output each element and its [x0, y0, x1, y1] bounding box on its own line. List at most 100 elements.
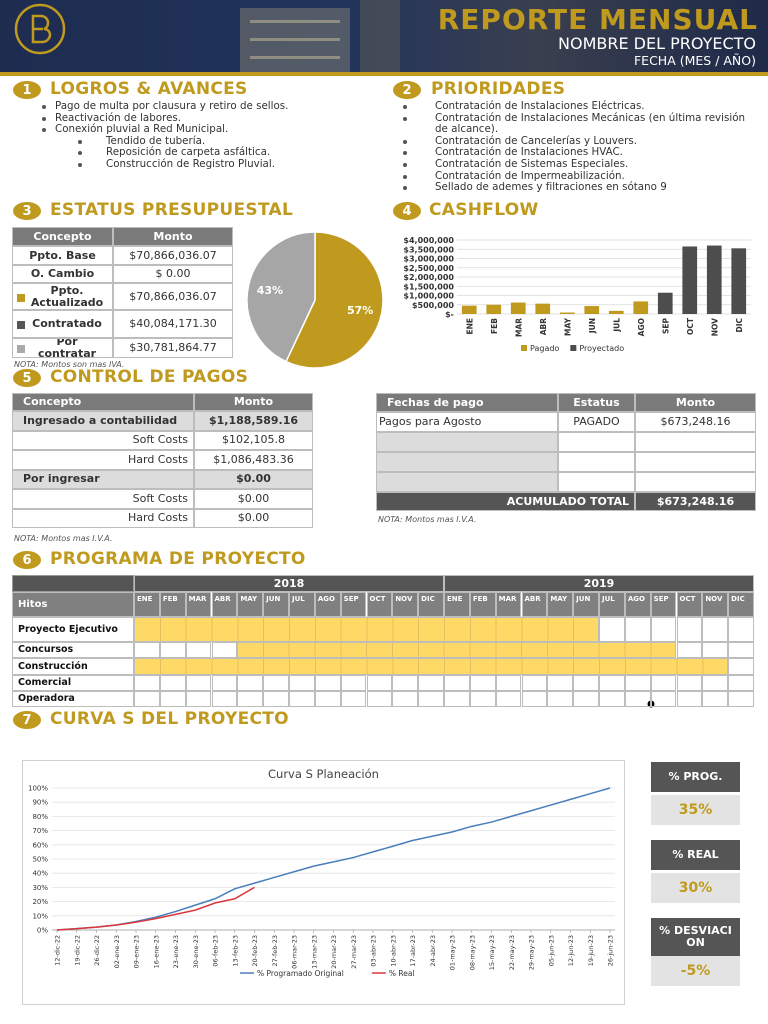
x-tick-label: 01-may-23 [449, 935, 457, 970]
gantt-cell [599, 675, 625, 691]
table-cell: Por contratar [12, 338, 113, 358]
y-tick-label: 10% [32, 912, 48, 920]
y-tick-label: $1,500,000 [403, 282, 454, 291]
legend-swatch [570, 345, 577, 351]
gantt-cell [702, 675, 729, 691]
gantt-cell [702, 617, 729, 642]
month-header: JUL [599, 592, 625, 617]
legend-label: % Programado Original [257, 969, 344, 978]
item-text: Contratación de Instalaciones Eléctricas… [435, 100, 645, 112]
gantt-cell [728, 658, 754, 675]
x-tick-label: 02-ene-23 [113, 935, 121, 968]
sub-list-item: Construcción de Registro Pluvial. [40, 158, 380, 171]
y-tick-label: $3,500,000 [403, 245, 454, 254]
month-header: ABR [211, 592, 238, 617]
pie-slice [246, 231, 316, 363]
y-tick-label: 40% [32, 870, 48, 878]
table-header: Hitos [12, 592, 134, 617]
gantt-bar [134, 617, 599, 642]
legend-swatch [17, 293, 25, 302]
bar [706, 245, 722, 314]
section-number: 6 [13, 551, 41, 569]
gantt-cell [314, 691, 341, 707]
chart-title: Curva S Planeación [268, 767, 379, 781]
section-title: PROGRAMA DE PROYECTO [50, 549, 306, 569]
item-text: Contratación de Cancelerías y Louvers. [435, 134, 638, 147]
priorities-list: Contratación de Instalaciones Eléctricas… [403, 100, 755, 194]
gantt-cell [650, 617, 677, 642]
list-item: Contratación de Sistemas Especiales. [403, 157, 755, 171]
legend-label: % Real [389, 969, 415, 978]
y-tick-label: 80% [32, 813, 48, 821]
item-text: Contratación de Instalaciones Mecánicas … [435, 111, 746, 136]
table-cell: $ 0.00 [113, 265, 233, 283]
gantt-cell [521, 691, 548, 707]
scurve-frame [22, 760, 625, 1005]
table-cell: Ppto. Base [12, 246, 113, 265]
item-text: Conexión pluvial a Red Municipal. [55, 123, 229, 136]
y-tick-label: 90% [32, 799, 48, 807]
gantt-cell [392, 691, 419, 707]
gantt-cell [211, 642, 238, 658]
gantt-cell [263, 675, 289, 691]
table-header: Monto [194, 393, 313, 411]
achievements-list: Pago de multa por clausura y retiro de s… [40, 100, 380, 171]
x-tick-label: 22-may-23 [508, 935, 516, 970]
x-tick-label: 12-dic-22 [54, 935, 62, 966]
section-title: ESTATUS PRESUPUESTAL [50, 200, 294, 220]
item-text: Contratación de Impermeabilización. [435, 169, 625, 182]
x-tick-label: 13-mar-23 [310, 935, 318, 969]
kpi-label: % REAL [651, 840, 740, 870]
bar [486, 304, 502, 314]
x-tick-label: 12-jun-23 [567, 935, 575, 966]
gantt-cell [469, 691, 496, 707]
month-header: NOV [702, 592, 729, 617]
x-tick-label: ABR [539, 318, 548, 336]
month-header: MAY [547, 592, 574, 617]
table-cell [635, 452, 756, 472]
y-tick-label: 60% [32, 841, 48, 849]
section-number: 7 [13, 711, 41, 729]
gantt-cell [547, 691, 574, 707]
report-title: REPORTE MENSUAL [437, 3, 758, 36]
gantt-cell [573, 675, 599, 691]
year-header: 2019 [444, 575, 754, 592]
cell-text: Por contratar [37, 338, 97, 358]
gantt-cell [624, 675, 651, 691]
gantt-cell [444, 675, 470, 691]
logo [14, 3, 66, 55]
gantt-cell [418, 691, 444, 707]
gantt-cell [650, 691, 677, 707]
x-tick-label: 16-ene-23 [152, 935, 160, 968]
gantt-cell [340, 675, 367, 691]
x-tick-label: 27-mar-23 [350, 935, 358, 969]
x-tick-label: 19-dic-22 [73, 935, 81, 966]
x-tick-label: 03-abr-23 [370, 935, 378, 967]
x-tick-label: JUL [612, 318, 621, 333]
bullet [78, 139, 82, 144]
gantt-cell [573, 691, 599, 707]
gantt-cell [237, 691, 264, 707]
gantt-cell [237, 675, 264, 691]
gantt-cell [314, 675, 341, 691]
list-item: Reactivación de labores. [40, 112, 380, 125]
gantt-cell [676, 691, 703, 707]
y-tick-label: $- [445, 310, 454, 319]
x-tick-label: 26-dic-22 [93, 935, 101, 966]
table-cell: O. Cambio [12, 265, 113, 283]
year-header: 2018 [134, 575, 444, 592]
gantt-cell [134, 675, 160, 691]
x-tick-label: DIC [735, 318, 744, 333]
header-band [0, 0, 768, 76]
month-header: SEP [340, 592, 367, 617]
bullet [42, 105, 46, 109]
x-tick-label: 20-feb-23 [251, 935, 259, 967]
table-cell [376, 472, 558, 492]
y-tick-label: 70% [32, 827, 48, 835]
month-header: JUN [263, 592, 289, 617]
gantt-cell [676, 642, 703, 658]
y-tick-label: 30% [32, 884, 48, 892]
gantt-cell [624, 617, 651, 642]
item-text: Contratación de Sistemas Especiales. [435, 157, 629, 170]
